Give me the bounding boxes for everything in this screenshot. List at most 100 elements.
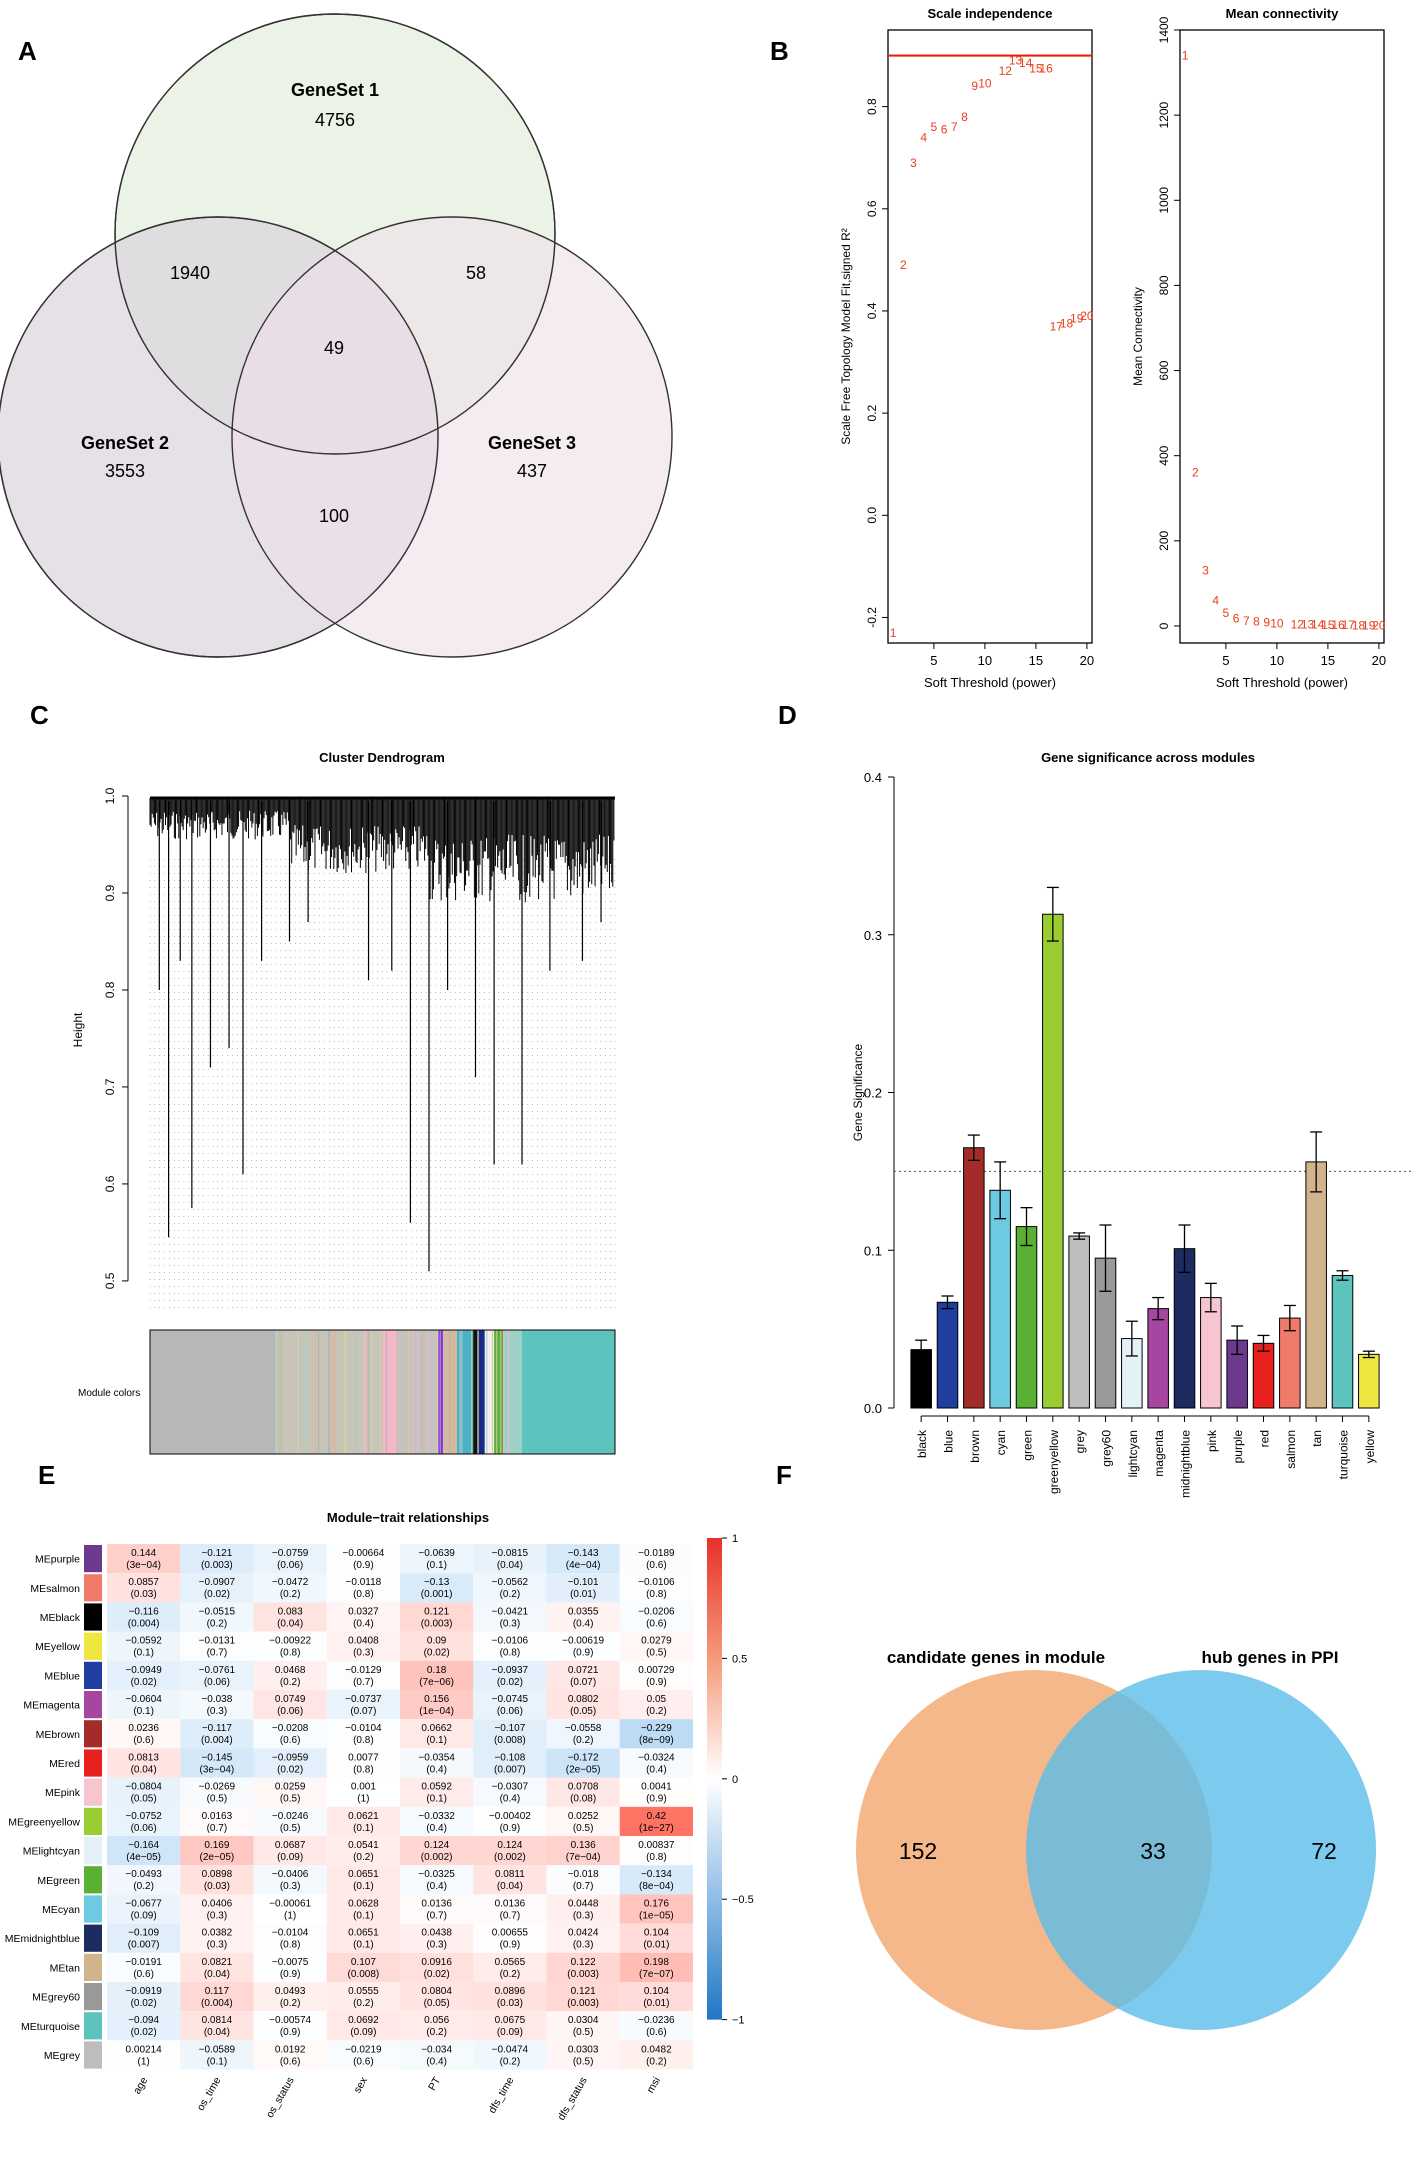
module-color-stripe (344, 1330, 346, 1454)
cell-correlation: −0.0562 (492, 1577, 529, 1588)
row-module-swatch (84, 1574, 102, 1602)
cell-pvalue: (0.3) (426, 1940, 447, 1951)
x-tick-label: 20 (1080, 653, 1094, 668)
x-tick-label: salmon (1284, 1430, 1298, 1469)
cell-pvalue: (0.8) (280, 1940, 301, 1951)
cell-pvalue: (0.6) (646, 1618, 667, 1629)
module-color-stripe (422, 1330, 424, 1454)
venn-geneset2-count: 3553 (105, 461, 145, 481)
cell-correlation: −0.0919 (125, 1986, 162, 1997)
row-label: MEmidnightblue (5, 1933, 80, 1945)
module-color-stripe (297, 1330, 299, 1454)
panel-d-barplot: D Gene significance across modules 0.0 0.1… (778, 700, 1412, 1498)
y-tick-label: 0.5 (103, 1272, 117, 1289)
cell-correlation: 0.083 (278, 1606, 303, 1617)
cell-correlation: −0.0106 (638, 1577, 675, 1588)
cell-correlation: −0.0104 (345, 1723, 382, 1734)
column-label: dfs_status (555, 2075, 589, 2122)
cell-correlation: −0.0752 (125, 1811, 162, 1822)
cell-pvalue: (0.3) (207, 1940, 228, 1951)
cell-pvalue: (1e−27) (639, 1823, 674, 1834)
heatmap-cell (473, 1806, 547, 1836)
y-tick-label: 400 (1157, 445, 1171, 465)
cell-pvalue: (0.4) (426, 1881, 447, 1892)
cell-correlation: 0.124 (497, 1840, 522, 1851)
data-point-label: 18 (1352, 619, 1366, 633)
cell-pvalue: (0.2) (500, 2056, 521, 2067)
cell-pvalue: (0.3) (353, 1648, 374, 1659)
x-tick-label: midnightblue (1179, 1430, 1193, 1498)
cell-correlation: 0.0555 (348, 1986, 379, 1997)
heatmap-cell (107, 2040, 181, 2070)
cell-pvalue: (0.7) (207, 1648, 228, 1659)
row-label: MEgrey (44, 2050, 81, 2062)
panel-c-label: C (30, 700, 49, 730)
colorbar-tick-label: −1 (732, 2015, 745, 2027)
x-tick-label: 5 (1222, 653, 1229, 668)
data-point-label: 15 (1321, 618, 1335, 632)
cell-pvalue: (0.1) (207, 2056, 228, 2067)
cell-pvalue: (8e−09) (639, 1735, 674, 1746)
cell-correlation: −0.0493 (125, 1869, 162, 1880)
heatmap-cell (400, 1719, 474, 1749)
cell-pvalue: (0.2) (426, 2027, 447, 2038)
y-tick-label: 0.6 (865, 200, 879, 217)
data-point-label: 7 (1243, 614, 1250, 628)
y-tick-label: 0.0 (865, 507, 879, 524)
cell-correlation: −0.0106 (492, 1636, 529, 1647)
cell-pvalue: (0.007) (494, 1764, 526, 1775)
x-tick-label: 15 (1321, 653, 1335, 668)
cell-pvalue: (0.04) (204, 2027, 230, 2038)
data-point-label: 8 (1253, 615, 1260, 629)
module-color-stripe (443, 1330, 445, 1454)
cell-pvalue: (0.008) (348, 1969, 380, 1980)
data-point-label: 10 (978, 77, 992, 91)
cell-pvalue: (0.2) (207, 1618, 228, 1629)
cell-pvalue: (0.07) (570, 1677, 596, 1688)
cell-correlation: 0.117 (205, 1986, 230, 1997)
cell-correlation: 0.00729 (638, 1665, 675, 1676)
venn-overlap-count: 33 (1140, 1838, 1166, 1864)
module-color-stripe (420, 1330, 422, 1454)
row-module-swatch (84, 1807, 102, 1835)
cell-pvalue: (0.05) (131, 1794, 157, 1805)
heatmap-cell (546, 1865, 620, 1895)
cell-pvalue: (0.4) (573, 1618, 594, 1629)
x-tick-label: magenta (1152, 1430, 1166, 1477)
module-color-stripe (422, 1330, 425, 1454)
cell-pvalue: (0.02) (277, 1764, 303, 1775)
heatmap-cell (546, 1952, 620, 1982)
heatmap-cell (253, 1952, 327, 1982)
cell-correlation: 0.0675 (495, 2015, 526, 2026)
cell-correlation: 0.0438 (421, 1928, 452, 1939)
heatmap-cell (546, 1544, 620, 1574)
heatmap-cell (619, 1544, 693, 1574)
heatmap-cell (473, 1719, 547, 1749)
heatmap-cell (400, 1894, 474, 1924)
data-point-label: 6 (941, 123, 948, 137)
cell-correlation: 0.0621 (348, 1811, 379, 1822)
cell-pvalue: (0.9) (500, 1940, 521, 1951)
row-label: MEyellow (35, 1641, 80, 1653)
module-color-stripe (471, 1330, 473, 1454)
cell-correlation: −0.0959 (272, 1752, 309, 1763)
heatmap-cell (400, 1836, 474, 1866)
cell-correlation: −0.00619 (562, 1636, 604, 1647)
cell-pvalue: (0.2) (353, 1998, 374, 2009)
heatmap-cell (400, 1602, 474, 1632)
venn-outline-2 (0, 216, 439, 658)
cell-pvalue: (0.03) (131, 1589, 157, 1600)
module-color-stripe (408, 1330, 410, 1454)
cell-correlation: −0.00574 (269, 2015, 311, 2026)
heatmap-cell (473, 1660, 547, 1690)
cell-correlation: −0.0118 (346, 1577, 382, 1588)
cell-correlation: −0.0075 (272, 1957, 309, 1968)
heatmap-cell (107, 1631, 181, 1661)
cell-correlation: −0.0421 (492, 1606, 529, 1617)
cell-pvalue: (0.2) (500, 1969, 521, 1980)
module-color-stripe (367, 1330, 369, 1454)
cell-correlation: −0.0604 (125, 1694, 162, 1705)
cell-correlation: 0.001 (351, 1782, 376, 1793)
data-point-label: 5 (1223, 606, 1230, 620)
